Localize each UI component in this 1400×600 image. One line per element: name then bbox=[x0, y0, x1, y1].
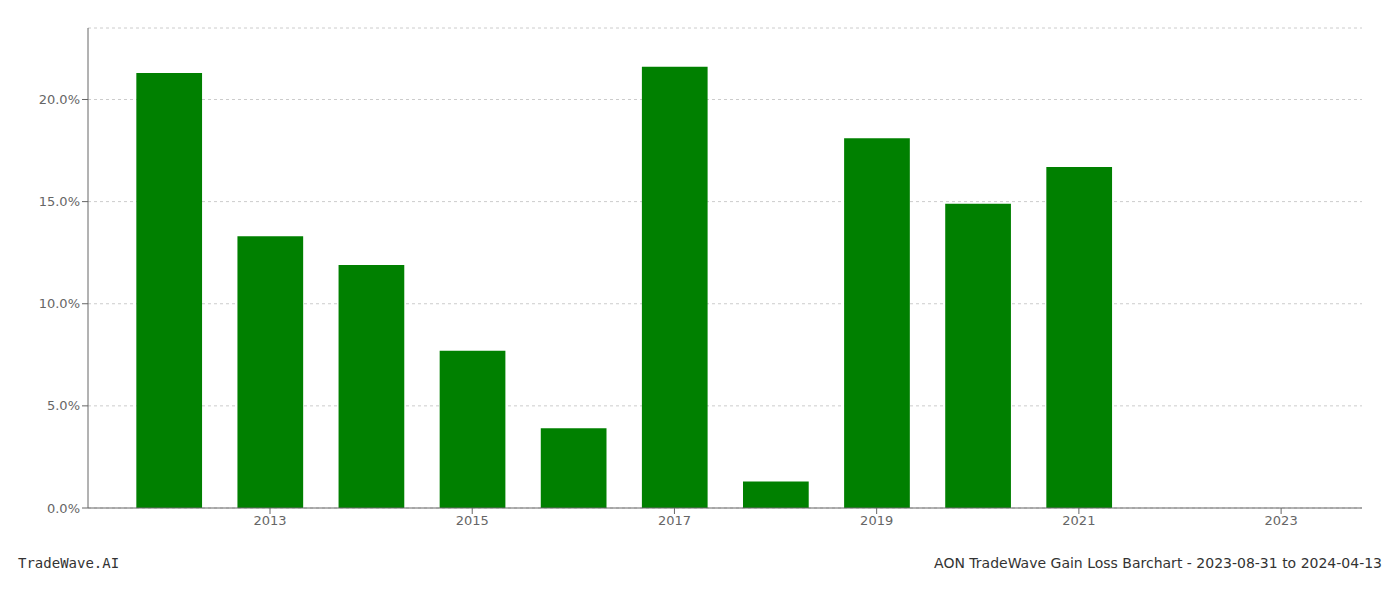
svg-text:20.0%: 20.0% bbox=[39, 92, 80, 107]
html-text:TradeWave.AI: TradeWave.AI bbox=[18, 555, 120, 571]
svg-text:2013: 2013 bbox=[253, 513, 286, 528]
svg-text:2019: 2019 bbox=[860, 513, 893, 528]
svg-text:2015: 2015 bbox=[456, 513, 489, 528]
svg-text:5.0%: 5.0% bbox=[47, 398, 80, 413]
html-text:AON TradeWave Gain Loss Barcha: AON TradeWave Gain Loss Barchart - 2023-… bbox=[934, 555, 1382, 571]
svg-text:0.0%: 0.0% bbox=[47, 501, 80, 516]
svg-text:2021: 2021 bbox=[1062, 513, 1095, 528]
svg-text:2017: 2017 bbox=[658, 513, 691, 528]
svg-text:15.0%: 15.0% bbox=[39, 194, 80, 209]
svg-text:2023: 2023 bbox=[1265, 513, 1298, 528]
svg-text:10.0%: 10.0% bbox=[39, 296, 80, 311]
